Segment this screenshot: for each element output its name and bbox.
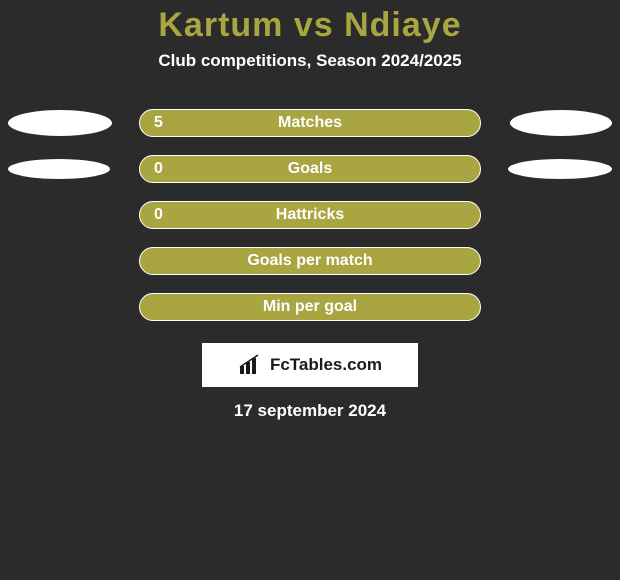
- stat-row: Min per goal: [0, 293, 620, 321]
- stats-container: Matches 5 Goals 0 Hattricks 0 Goals per match M…: [0, 109, 620, 321]
- logo-text: FcTables.com: [270, 355, 382, 375]
- date-text: 17 september 2024: [0, 401, 620, 421]
- logo-box: FcTables.com: [202, 343, 418, 387]
- right-ellipse: [508, 159, 612, 179]
- stat-label: Goals: [288, 160, 332, 178]
- stat-value-left: 0: [154, 206, 163, 224]
- bar-chart-icon: [238, 354, 264, 376]
- left-ellipse: [8, 110, 112, 136]
- stat-bar: Goals 0: [139, 155, 481, 183]
- subtitle: Club competitions, Season 2024/2025: [0, 51, 620, 71]
- stat-label: Min per goal: [263, 298, 357, 316]
- stat-row: Matches 5: [0, 109, 620, 137]
- stat-label: Hattricks: [276, 206, 344, 224]
- stat-label: Goals per match: [247, 252, 372, 270]
- left-ellipse: [8, 159, 110, 179]
- stat-bar: Goals per match: [139, 247, 481, 275]
- page-title: Kartum vs Ndiaye: [0, 0, 620, 45]
- stat-label: Matches: [278, 114, 342, 132]
- stat-bar: Matches 5: [139, 109, 481, 137]
- stat-bar: Min per goal: [139, 293, 481, 321]
- stat-bar: Hattricks 0: [139, 201, 481, 229]
- stat-value-left: 0: [154, 160, 163, 178]
- stat-row: Goals per match: [0, 247, 620, 275]
- stat-row: Hattricks 0: [0, 201, 620, 229]
- comparison-card: Kartum vs Ndiaye Club competitions, Seas…: [0, 0, 620, 580]
- stat-row: Goals 0: [0, 155, 620, 183]
- right-ellipse: [510, 110, 612, 136]
- stat-value-left: 5: [154, 114, 163, 132]
